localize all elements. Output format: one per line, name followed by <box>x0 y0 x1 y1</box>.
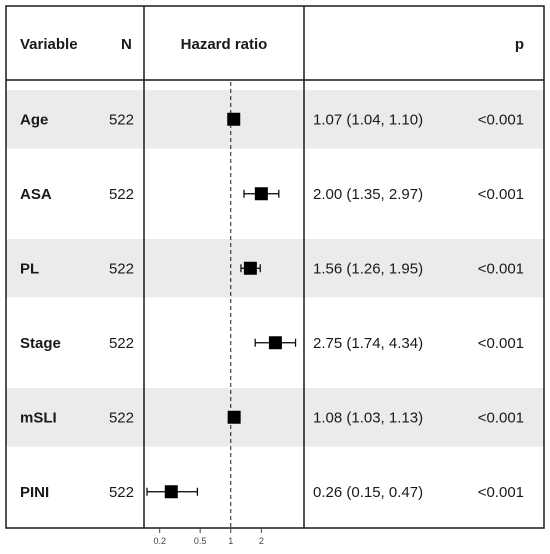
variable-label: PINI <box>20 484 49 501</box>
p-value: <0.001 <box>478 260 524 277</box>
hr-point-marker <box>254 187 268 201</box>
hr-ci-text: 1.08 (1.03, 1.13) <box>313 409 423 426</box>
p-value: <0.001 <box>478 484 524 501</box>
x-tick-label: 1 <box>228 536 233 546</box>
hr-ci-text: 0.26 (0.15, 0.47) <box>313 484 423 501</box>
hr-ci-text: 2.00 (1.35, 2.97) <box>313 186 423 203</box>
row-band <box>6 239 544 298</box>
p-value: <0.001 <box>478 111 524 128</box>
plot-frame <box>5 5 545 529</box>
x-tick-label: 2 <box>259 536 264 546</box>
variable-label: mSLI <box>20 409 57 426</box>
hr-point-marker <box>243 261 257 275</box>
variable-label: Stage <box>20 335 61 352</box>
hr-point-marker <box>227 410 241 424</box>
p-value: <0.001 <box>478 409 524 426</box>
hr-ci-text: 1.07 (1.04, 1.10) <box>313 111 423 128</box>
n-value: 522 <box>109 260 134 277</box>
n-value: 522 <box>109 111 134 128</box>
hr-point-marker <box>227 112 241 126</box>
forest-rows: Age 522 1.07 (1.04, 1.10) <0.001 ASA 522 2.00 … <box>20 111 524 501</box>
n-value: 522 <box>109 186 134 203</box>
hr-point-marker <box>164 485 178 499</box>
n-value: 522 <box>109 335 134 352</box>
p-value: <0.001 <box>478 186 524 203</box>
hr-ci-text: 2.75 (1.74, 4.34) <box>313 335 423 352</box>
p-value: <0.001 <box>478 335 524 352</box>
header-p: p <box>515 36 524 53</box>
header-n: N <box>121 36 132 53</box>
hr-ci-text: 1.56 (1.26, 1.95) <box>313 260 423 277</box>
header-hazard-ratio: Hazard ratio <box>181 36 268 53</box>
n-value: 522 <box>109 484 134 501</box>
x-tick-label: 0.5 <box>194 536 207 546</box>
variable-label: Age <box>20 111 48 128</box>
row-band <box>6 90 544 149</box>
variable-label: ASA <box>20 186 52 203</box>
x-axis-ticks: 0.2 0.5 1 2 <box>153 528 264 546</box>
variable-label: PL <box>20 260 39 277</box>
x-tick-label: 0.2 <box>153 536 166 546</box>
row-band <box>6 388 544 447</box>
hr-point-marker <box>268 336 282 350</box>
n-value: 522 <box>109 409 134 426</box>
row-shading <box>6 90 544 447</box>
header-variable: Variable <box>20 36 78 53</box>
